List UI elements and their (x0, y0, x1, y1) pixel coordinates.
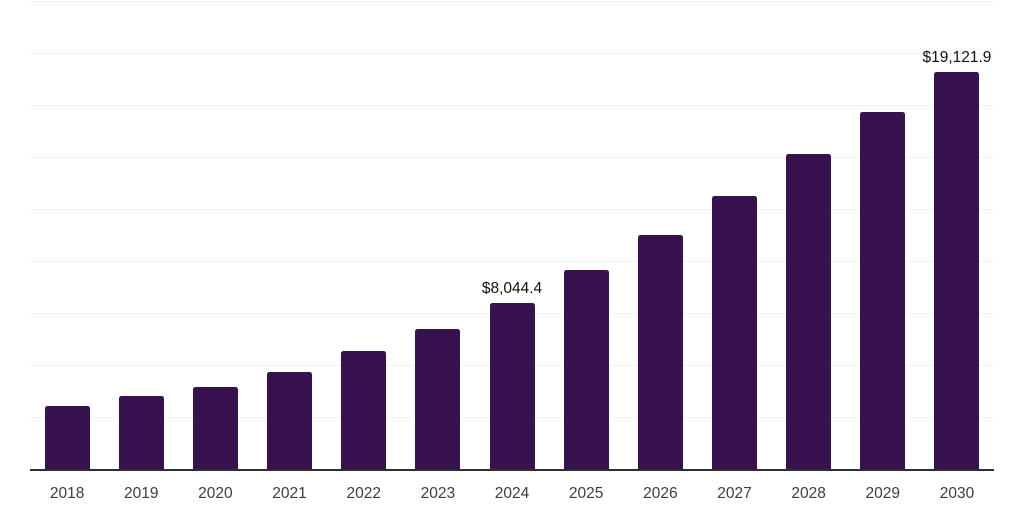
gridline (30, 157, 994, 159)
x-axis-tick-label: 2025 (568, 485, 604, 502)
bar-2021 (267, 372, 313, 470)
bar-2023 (415, 328, 461, 470)
bar-slot: $19,121.9 (920, 2, 994, 470)
x-axis-tick-label: 2023 (420, 485, 456, 502)
x-axis-tick-label: 2021 (272, 485, 307, 502)
bar-2028 (786, 154, 832, 470)
gridline (30, 53, 994, 54)
x-axis-tick-label: 2022 (346, 485, 381, 502)
gridline (30, 209, 994, 210)
bar-slot (697, 2, 771, 470)
bar-slot (401, 2, 475, 470)
x-axis-tick-label: 2024 (494, 485, 530, 502)
bar-value-label: $19,121.9 (922, 49, 992, 67)
x-axis-tick-label: 2019 (123, 485, 159, 502)
bar-2020 (192, 387, 238, 470)
bar-2030 (934, 72, 980, 470)
bar-slot (178, 2, 252, 470)
bar-slot (846, 2, 920, 470)
x-axis-line (30, 469, 994, 471)
bar-slot (327, 2, 401, 470)
bars-row: $8,044.4 $19,121.9 (30, 2, 994, 470)
bar-slot (623, 2, 697, 470)
bar-2025 (563, 270, 609, 470)
bar-slot (30, 2, 104, 470)
gridline (30, 261, 994, 262)
x-axis-tick-label: 2026 (643, 485, 678, 502)
bar-slot (104, 2, 178, 470)
plot-area: $8,044.4 $19,121.9 (30, 1, 994, 470)
bar-2026 (637, 235, 683, 470)
bar-2019 (118, 395, 164, 470)
gridline (30, 1, 994, 2)
bar-2027 (711, 196, 757, 470)
bar-slot: $8,044.4 (475, 2, 549, 470)
bar-slot (252, 2, 326, 470)
bar-2018 (44, 405, 90, 470)
bar-2022 (341, 351, 387, 470)
x-axis-tick-label: 2018 (49, 485, 85, 502)
x-axis-tick-label: 2028 (791, 485, 826, 502)
x-axis-tick-label: 2027 (717, 485, 752, 502)
x-axis-tick-label: 2030 (939, 485, 975, 502)
bar-value-label: $8,044.4 (481, 279, 543, 297)
bar-slot (772, 2, 846, 470)
x-axis-tick-label: 2020 (198, 485, 233, 502)
gridline (30, 105, 994, 106)
bar-slot (549, 2, 623, 470)
x-axis-labels: 2018 2019 2020 2021 2022 2023 2024 2025 2026 2027… (30, 485, 994, 502)
x-axis-tick-label: 2029 (865, 485, 901, 502)
bar-2029 (860, 112, 906, 470)
bar-2024 (489, 302, 535, 470)
